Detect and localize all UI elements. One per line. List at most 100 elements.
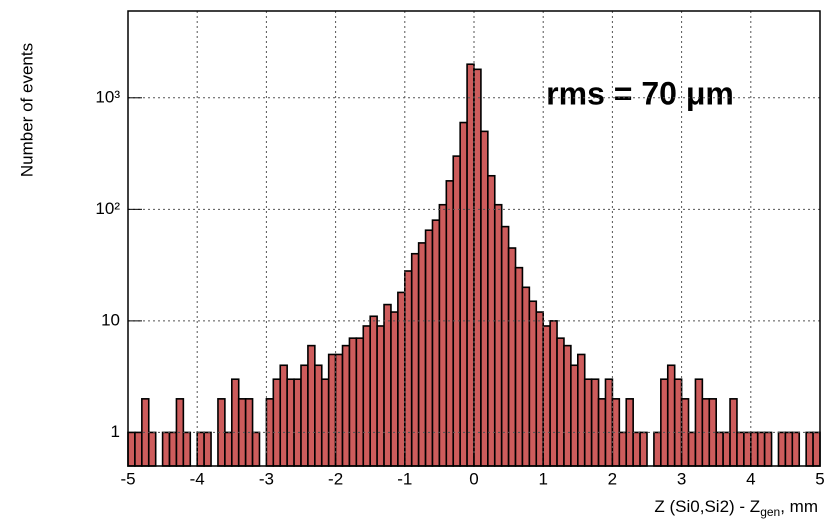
bar <box>403 270 413 467</box>
bar <box>307 344 316 467</box>
bar <box>348 337 358 467</box>
y-tick-label: 10 <box>101 310 120 329</box>
bar <box>279 364 288 467</box>
bar <box>147 431 157 467</box>
bar <box>590 378 600 467</box>
bar <box>694 378 704 467</box>
bar <box>805 431 814 467</box>
bar <box>784 431 794 467</box>
x-axis-label: Z (Si0,Si2) - Zgen, mm <box>654 497 818 519</box>
bar <box>715 431 724 467</box>
bar <box>438 203 448 467</box>
bar <box>563 344 572 467</box>
bar <box>452 155 461 467</box>
bar <box>300 364 309 467</box>
y-tick-label: 10³ <box>95 87 120 106</box>
bar <box>272 378 282 467</box>
bar <box>314 364 323 467</box>
bar <box>196 431 205 467</box>
bar <box>500 225 510 467</box>
bar <box>320 378 330 467</box>
bar <box>549 320 558 467</box>
bar <box>459 121 468 467</box>
bar <box>687 431 697 467</box>
bar <box>410 252 420 467</box>
bar <box>362 325 371 467</box>
bar <box>390 311 399 467</box>
bar <box>632 431 641 467</box>
bar <box>134 431 143 467</box>
x-tick-label: 2 <box>608 469 617 488</box>
bar <box>376 325 385 467</box>
bar <box>791 431 801 467</box>
bar <box>251 431 261 467</box>
x-tick-label: -2 <box>328 469 343 488</box>
bar <box>327 353 337 467</box>
bar <box>168 431 178 467</box>
bar <box>576 353 586 467</box>
y-tick-label: 1 <box>111 422 120 441</box>
bar <box>341 344 351 467</box>
x-tick-label: -5 <box>120 469 135 488</box>
bar <box>231 378 240 467</box>
bar <box>293 378 302 467</box>
bar <box>736 431 745 467</box>
bar <box>355 337 365 467</box>
bar <box>397 291 406 467</box>
bar <box>535 311 545 467</box>
bar <box>660 378 669 467</box>
bar <box>445 180 455 467</box>
bar <box>127 431 136 467</box>
bar <box>722 431 731 467</box>
bar <box>480 130 489 467</box>
bar <box>141 398 150 467</box>
x-tick-label: -4 <box>190 469 205 488</box>
bar <box>680 398 690 467</box>
bar <box>514 266 524 467</box>
annotation: rms = 70 μm <box>546 75 734 111</box>
bar <box>203 431 212 467</box>
bar <box>743 431 752 467</box>
bar <box>673 378 683 467</box>
bar <box>570 364 579 467</box>
bar <box>583 378 593 467</box>
bar <box>521 286 531 467</box>
bar <box>473 68 482 467</box>
bar <box>507 247 517 467</box>
bar <box>666 364 676 467</box>
x-label-suffix: , mm <box>780 497 818 516</box>
bar <box>749 431 759 467</box>
bar <box>161 431 171 467</box>
bar <box>334 353 344 467</box>
x-label-main: Z (Si0,Si2) - Z <box>654 497 760 516</box>
bar <box>542 325 551 467</box>
bar <box>639 431 648 467</box>
x-tick-label: 5 <box>815 469 824 488</box>
bar <box>528 300 538 467</box>
bar <box>369 315 378 467</box>
y-tick-label: 10² <box>95 199 120 218</box>
x-tick-label: 4 <box>746 469 755 488</box>
bar <box>653 431 662 467</box>
bar <box>812 431 821 467</box>
bar <box>493 203 503 467</box>
x-tick-label: -1 <box>397 469 412 488</box>
bar <box>431 219 441 467</box>
bar <box>286 378 295 467</box>
bar <box>756 431 766 467</box>
y-axis-label: Number of events <box>17 43 36 177</box>
bar <box>604 378 614 467</box>
bar <box>708 398 718 467</box>
bar <box>383 303 392 467</box>
x-tick-label: 3 <box>677 469 686 488</box>
bar <box>182 431 192 467</box>
bar <box>763 431 773 467</box>
bar <box>556 337 565 467</box>
x-tick-label: -3 <box>259 469 274 488</box>
bar <box>777 431 787 467</box>
x-tick-label: 1 <box>538 469 547 488</box>
x-label-sub: gen <box>760 505 780 519</box>
bar <box>618 431 628 467</box>
x-tick-label: 0 <box>469 469 478 488</box>
